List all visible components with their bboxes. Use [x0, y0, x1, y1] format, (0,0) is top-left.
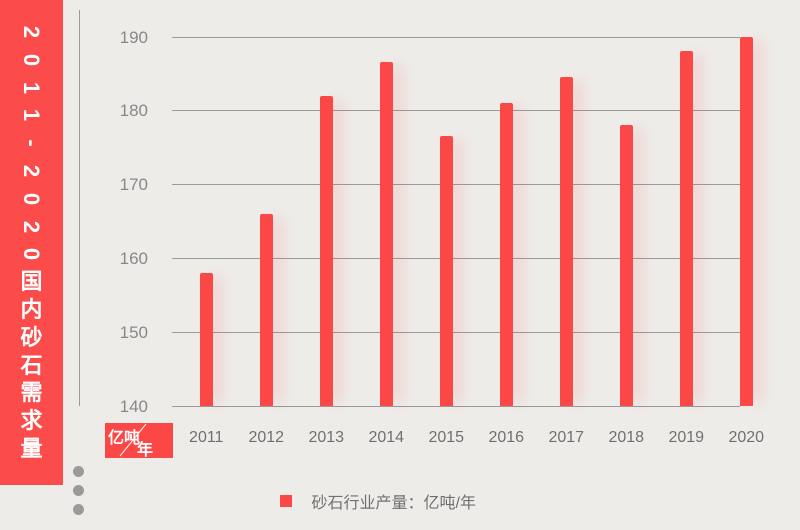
svg-text:年: 年	[137, 440, 153, 458]
